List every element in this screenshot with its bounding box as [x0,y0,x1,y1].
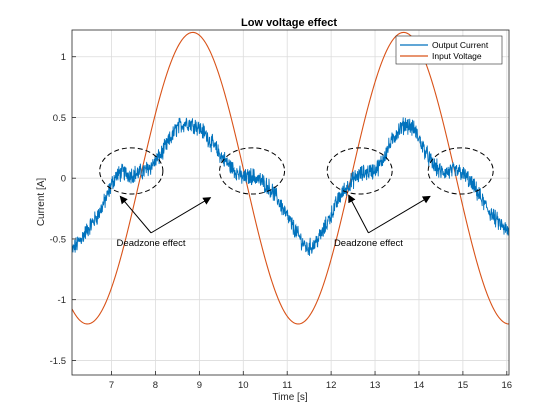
x-tick-label: 14 [414,380,425,391]
x-tick-label: 7 [109,380,114,391]
grid [72,30,509,375]
x-tick-label: 10 [238,380,249,391]
y-axis-label: Current [A] [36,178,47,227]
x-tick-label: 13 [370,380,381,391]
deadzone-ellipse [219,147,286,195]
annotation-layer: Deadzone effect Deadzone effect [99,147,494,249]
x-tick-label: 12 [326,380,337,391]
x-tick-label: 9 [197,380,202,391]
series-line-input-voltage [72,31,509,325]
deadzone-ellipse [326,147,393,195]
legend-label: Output Current [432,40,489,50]
x-tick-label: 15 [458,380,469,391]
annotation-label: Deadzone effect [117,238,186,249]
y-tick-label: 0.5 [53,113,66,124]
annotation-arrow [119,195,152,234]
series-layer [72,31,509,325]
y-tick-label: 0 [61,174,66,185]
series-line-output-current [72,117,509,256]
y-tick-label: -1.5 [50,356,66,367]
y-tick-label: -0.5 [50,234,66,245]
axes-box [71,29,510,376]
plot-area [72,30,509,375]
axis-ticks: 7 8 9 10 11 12 13 14 15 16 -1.5 -1 -0.5 0 0.5 1 [50,52,512,391]
x-tick-label: 16 [502,380,513,391]
chart-title: Low voltage effect [241,17,337,29]
y-tick-label: -1 [58,295,66,306]
y-tick-label: 1 [61,52,66,63]
legend-label: Input Voltage [432,51,482,61]
x-tick-label: 8 [153,380,158,391]
annotation-label: Deadzone effect [334,238,403,249]
annotation-arrow [348,194,369,234]
x-axis-label: Time [s] [272,392,307,403]
annotation-arrow [150,197,212,234]
annotation-arrow [368,195,431,234]
deadzone-ellipse [427,147,494,195]
x-tick-label: 11 [282,380,292,391]
legend-box [395,35,503,65]
deadzone-ellipse [99,147,164,195]
